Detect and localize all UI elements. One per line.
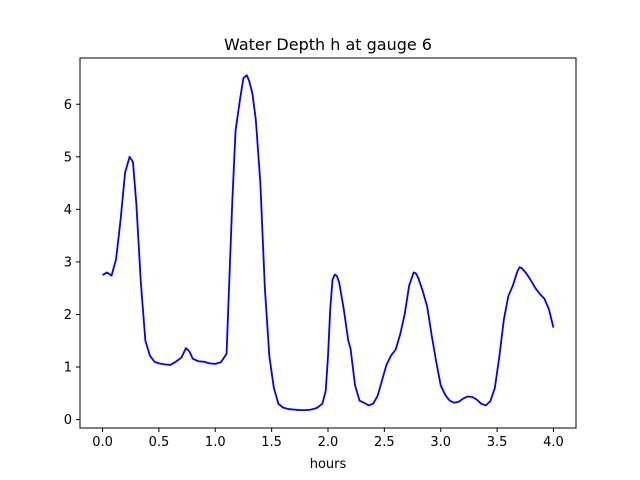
x-tick-label: 3.5: [487, 435, 508, 450]
series-line-0: [102, 74, 555, 412]
y-axis: 0 1 2 3 4 5 6: [64, 98, 80, 428]
x-tick-label: 3.0: [430, 435, 451, 450]
x-tick-label: 2.0: [318, 435, 339, 450]
x-tick-label: 2.5: [374, 435, 395, 450]
y-tick-label: 6: [64, 98, 72, 113]
x-tick-label: 1.5: [261, 435, 282, 450]
y-tick-label: 4: [64, 203, 72, 218]
plot-frame: [79, 57, 577, 429]
y-tick-label: 0: [64, 413, 72, 428]
plot-area: [102, 74, 555, 412]
chart-title: Water Depth h at gauge 6: [224, 35, 432, 54]
x-tick-label: 4.0: [543, 435, 564, 450]
x-tick-label: 0.0: [92, 435, 113, 450]
y-tick-label: 5: [64, 150, 72, 165]
x-tick-label: 0.5: [149, 435, 170, 450]
x-axis: 0.0 0.5 1.0 1.5 2.0 2.5 3.0 3.5 4.0: [92, 428, 564, 450]
y-tick-label: 2: [64, 308, 72, 323]
x-axis-label: hours: [310, 457, 347, 472]
y-tick-label: 1: [64, 361, 72, 376]
x-tick-label: 1.0: [205, 435, 226, 450]
y-tick-label: 3: [64, 255, 72, 270]
